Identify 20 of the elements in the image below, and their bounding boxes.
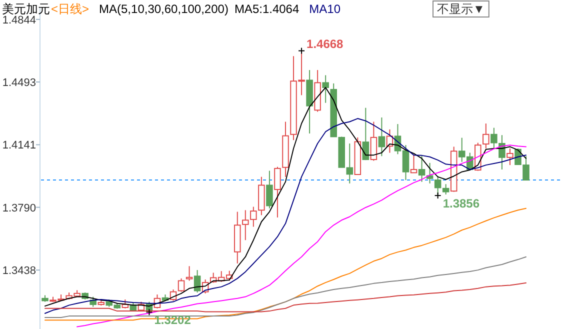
annotation: 不显示▼ (437, 2, 485, 16)
note: 1.3856 (434, 192, 480, 211)
chart-title: 美元加元 (2, 2, 50, 16)
candlestick (306, 70, 313, 134)
candlestick (314, 70, 321, 112)
y-tick-label: 1.4844 (2, 14, 36, 26)
candlestick (282, 121, 289, 178)
candlestick (322, 74, 329, 104)
text: MA5:1.4064 (234, 2, 300, 16)
candlestick (266, 170, 273, 209)
y-tick-label: 1.4141 (2, 140, 36, 152)
y-tick-label: 1.3790 (2, 202, 36, 214)
note: 1.4668 (298, 36, 344, 54)
annotation: MA(5,10,30,60,100,200) (99, 2, 228, 16)
candlestick (42, 294, 48, 302)
y-tick-label: 1.4493 (2, 76, 36, 89)
candlestick (378, 116, 386, 157)
y-tick-label: 1.3438 (2, 265, 36, 278)
text: MA10 (309, 2, 341, 16)
chart-subtitle: <日线> (51, 2, 90, 16)
